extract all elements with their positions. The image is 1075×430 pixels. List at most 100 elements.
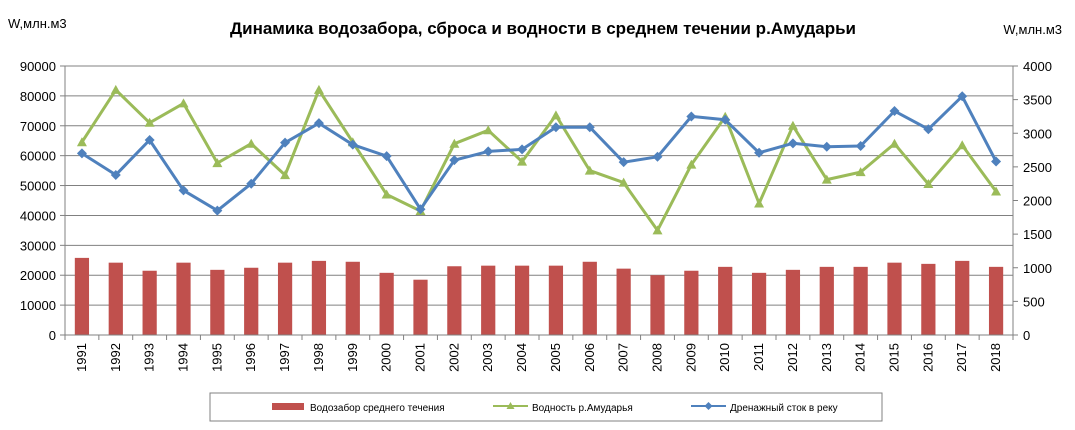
point-2011 — [754, 147, 765, 158]
legend-label-withdrawal: Водозабор среднего течения — [310, 402, 445, 414]
x-tick-label: 2015 — [887, 343, 902, 372]
point-2017 — [957, 140, 968, 150]
x-tick-label: 2003 — [480, 343, 495, 372]
y-left-tick-label: 60000 — [20, 149, 56, 164]
y-right-axis-label: W,млн.м3 — [1003, 22, 1062, 37]
point-1996 — [246, 178, 257, 189]
bar-series-withdrawal — [74, 257, 1004, 335]
x-tick-label: 2013 — [819, 343, 834, 372]
bar-2008 — [650, 275, 665, 335]
y-left-axis-label: W,млн.м3 — [8, 16, 67, 31]
legend-marker-water-flow — [506, 402, 515, 409]
y-right-tick-label: 1500 — [1023, 227, 1052, 242]
point-2018 — [991, 186, 1002, 196]
point-1994 — [178, 98, 189, 108]
bar-1994 — [176, 262, 191, 335]
x-tick-label: 1994 — [176, 343, 191, 372]
point-2002 — [449, 155, 460, 166]
chart-title: Динамика водозабора, сброса и водности в… — [230, 19, 856, 38]
y-right-tick-label: 500 — [1023, 294, 1045, 309]
y-left-tick-label: 70000 — [20, 119, 56, 134]
x-tick-label: 1991 — [74, 343, 89, 372]
point-2002 — [449, 138, 460, 148]
x-tick-label: 2016 — [920, 343, 935, 372]
legend-item-drainage: Дренажный сток в реку — [691, 402, 838, 414]
bar-1991 — [74, 257, 90, 335]
x-tick-label: 2000 — [379, 343, 394, 372]
point-2007 — [618, 177, 629, 187]
x-tick-label: 1995 — [209, 343, 224, 372]
x-ticks: 1991 1992 1993 1994 1995 1996 1997 1998 1999 2000… — [74, 343, 1003, 372]
bar-1993 — [142, 270, 157, 335]
x-tick-label: 2007 — [616, 343, 631, 372]
x-tick-label: 2010 — [717, 343, 732, 372]
point-2000 — [381, 189, 392, 199]
point-2015 — [889, 138, 900, 148]
point-1996 — [246, 138, 257, 148]
point-1995 — [212, 205, 223, 216]
bar-2012 — [785, 269, 801, 335]
bar-2017 — [955, 260, 970, 335]
point-2003 — [483, 125, 494, 135]
bar-2018 — [988, 266, 1004, 335]
x-tick-label: 2005 — [548, 343, 563, 372]
bar-2005 — [548, 265, 564, 335]
bar-1995 — [210, 269, 225, 335]
y-left-tick-label: 50000 — [20, 179, 56, 194]
point-2014 — [855, 167, 866, 177]
point-2004 — [517, 144, 528, 155]
point-2000 — [381, 151, 392, 162]
point-2003 — [483, 146, 494, 157]
bar-2016 — [921, 263, 936, 335]
point-2015 — [889, 106, 900, 117]
x-tick-label: 2011 — [751, 343, 766, 371]
y-left-tick-label: 0 — [49, 328, 56, 343]
x-tick-label: 2017 — [954, 343, 969, 372]
x-tick-label: 2006 — [582, 343, 597, 372]
bar-2009 — [684, 270, 699, 335]
y-left-tick-label: 40000 — [20, 208, 56, 223]
point-2017 — [957, 91, 968, 102]
point-2006 — [584, 165, 595, 175]
y-right-tick-label: 2000 — [1023, 194, 1052, 209]
y-left-tick-label: 10000 — [20, 298, 56, 313]
y-right-tick-label: 3000 — [1023, 126, 1052, 141]
x-tick-label: 2009 — [683, 343, 698, 372]
point-1992 — [110, 169, 121, 180]
point-1993 — [144, 117, 155, 127]
grid-lines — [65, 65, 1013, 306]
point-2009 — [686, 159, 697, 169]
y-right-ticks: 0 500 1000 1500 2000 2500 3000 3500 4000 — [1023, 59, 1052, 343]
point-2016 — [923, 179, 934, 189]
point-2005 — [550, 122, 561, 133]
bar-2013 — [819, 266, 834, 335]
bar-1998 — [311, 260, 327, 335]
point-1998 — [313, 118, 324, 129]
x-tick-label: 2001 — [413, 343, 428, 372]
point-2013 — [821, 174, 832, 184]
bar-2010 — [718, 266, 733, 335]
x-tick-label: 2018 — [988, 343, 1003, 372]
point-2014 — [855, 141, 866, 152]
point-1997 — [280, 170, 291, 180]
bar-1997 — [277, 262, 293, 335]
point-1998 — [313, 84, 324, 94]
line-series-group — [76, 84, 1002, 235]
point-1992 — [110, 84, 121, 94]
point-2011 — [754, 198, 765, 208]
y-left-tick-label: 80000 — [20, 89, 56, 104]
bar-2015 — [887, 262, 902, 335]
point-2018 — [991, 156, 1002, 167]
point-1999 — [347, 139, 358, 150]
x-tick-label: 1999 — [345, 343, 360, 372]
point-2016 — [923, 124, 934, 135]
point-2009 — [686, 111, 697, 122]
bar-1996 — [244, 267, 259, 335]
x-tick-label: 2008 — [650, 343, 665, 372]
legend-marker-drainage — [704, 402, 713, 410]
x-tick-label: 2002 — [446, 343, 461, 372]
point-2012 — [787, 120, 798, 130]
point-2006 — [584, 122, 595, 133]
x-tick-label: 1992 — [108, 343, 123, 372]
legend-label-drainage: Дренажный сток в реку — [730, 403, 838, 414]
